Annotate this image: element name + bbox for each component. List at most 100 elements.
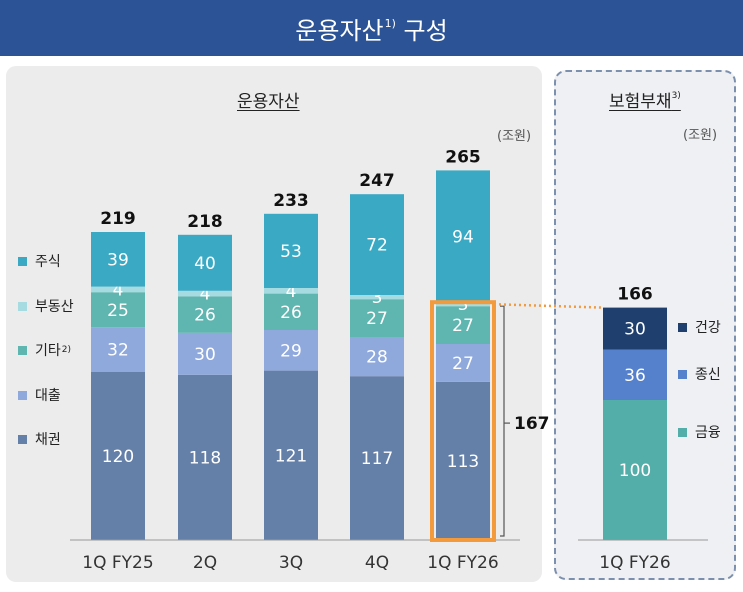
x-tick-label: 2Q <box>193 553 217 573</box>
x-tick-label: 4Q <box>365 553 389 573</box>
assets-legend-item: 채권 <box>18 429 61 449</box>
assets-legend-item: 주식 <box>18 251 61 271</box>
page-title-footnote: 1) <box>384 17 396 30</box>
bar-value-label: 39 <box>107 250 129 270</box>
bar-value-label: 121 <box>275 446 307 466</box>
highlight-box <box>430 300 496 543</box>
bar-value-label: 53 <box>280 242 302 262</box>
bar-segment <box>350 376 404 540</box>
bar-segment <box>264 213 318 288</box>
assets-legend-label: 대출 <box>35 388 61 404</box>
liabilities-legend-swatch <box>678 427 687 437</box>
bar-segment <box>350 194 404 295</box>
bar-value-label: 29 <box>280 341 302 361</box>
assets-legend-swatch <box>18 390 27 400</box>
bar-segment <box>264 330 318 371</box>
bar-segment <box>178 234 232 291</box>
bar-segment <box>603 400 667 540</box>
assets-legend-label: 부동산 <box>35 299 74 315</box>
bar-value-label: 113 <box>447 452 479 472</box>
bar-value-label: 4 <box>200 285 211 305</box>
assets-legend-swatch <box>18 301 27 311</box>
bar-value-label: 30 <box>194 345 216 365</box>
bar-value-label: 117 <box>361 449 393 469</box>
bar-value-label: 26 <box>280 303 302 323</box>
assets-legend-label: 주식 <box>35 254 61 270</box>
assets-legend-swatch <box>18 434 27 444</box>
bar-value-label: 3 <box>458 295 469 315</box>
page-title-text: 운용자산 <box>295 17 384 45</box>
liabilities-legend-label: 종신 <box>695 367 721 383</box>
bar-value-label: 4 <box>286 282 297 302</box>
bar-segment <box>350 295 404 300</box>
liabilities-title-text: 보험부채 <box>609 92 672 112</box>
x-tick-label: 1Q FY25 <box>82 553 153 573</box>
liabilities-legend-item: 종신 <box>678 364 721 384</box>
page-title-suffix: 구성 <box>395 17 448 45</box>
bar-value-label: 3 <box>372 288 383 308</box>
bar-value-label: 40 <box>194 254 216 274</box>
bar-value-label: 100 <box>619 461 651 481</box>
bar-segment <box>436 306 490 344</box>
liabilities-unit: (조원) <box>683 128 718 143</box>
liabilities-legend-label: 금융 <box>695 425 721 441</box>
bar-value-label: 36 <box>624 366 646 386</box>
page-title: 운용자산1) 구성 <box>0 11 743 46</box>
x-tick-label: 3Q <box>279 553 303 573</box>
bar-segment <box>436 344 490 382</box>
liabilities-legend-label: 건강 <box>695 320 721 336</box>
header-bar: 운용자산1) 구성 <box>0 0 743 56</box>
bar-value-label: 27 <box>366 309 388 329</box>
bar-value-label: 120 <box>102 447 134 467</box>
bar-segment <box>178 332 232 375</box>
bar-segment <box>436 170 490 302</box>
liabilities-panel-title: 보험부채3) <box>609 87 681 112</box>
assets-legend-swatch <box>18 256 27 266</box>
bar-segment <box>91 286 145 293</box>
bar-segment <box>436 381 490 540</box>
assets-unit: (조원) <box>497 129 532 144</box>
bar-value-label: 32 <box>107 341 129 361</box>
bar-value-label: 28 <box>366 348 388 368</box>
assets-legend-item: 기타 2) <box>18 340 71 360</box>
assets-legend-label: 채권 <box>35 432 61 448</box>
bar-segment <box>350 337 404 377</box>
bar-segment <box>264 293 318 330</box>
bar-total-label: 219 <box>100 209 136 229</box>
liabilities-legend-swatch <box>678 369 687 379</box>
bar-value-label: 27 <box>452 316 474 336</box>
bar-value-label: 27 <box>452 354 474 374</box>
bar-total-label: 218 <box>187 212 223 232</box>
bar-total-label: 247 <box>359 171 395 191</box>
bar-segment <box>91 292 145 328</box>
bar-total-label: 166 <box>617 285 653 305</box>
bar-value-label: 26 <box>194 306 216 326</box>
bar-value-label: 25 <box>107 301 129 321</box>
assets-legend-footnote: 2) <box>61 345 72 355</box>
bar-segment <box>91 372 145 540</box>
bar-segment <box>178 290 232 297</box>
liabilities-title-footnote: 3) <box>671 91 681 101</box>
bar-total-label: 265 <box>445 147 481 167</box>
bar-segment <box>178 374 232 540</box>
assets-legend-swatch <box>18 345 27 355</box>
assets-legend-item: 대출 <box>18 385 61 405</box>
bar-segment <box>178 296 232 333</box>
bar-segment <box>603 307 667 350</box>
bar-segment <box>91 232 145 287</box>
bar-segment <box>91 327 145 372</box>
bar-value-label: 94 <box>452 227 474 247</box>
bar-value-label: 118 <box>189 449 221 469</box>
assets-legend-item: 부동산 <box>18 296 74 316</box>
highlight-bracket <box>500 305 505 537</box>
bar-value-label: 4 <box>113 281 124 301</box>
assets-panel-title: 운용자산 <box>237 92 300 112</box>
highlight-total-label: 167 <box>514 414 550 434</box>
liabilities-legend-item: 금융 <box>678 422 721 442</box>
bar-segment <box>350 299 404 337</box>
bar-segment <box>603 349 667 400</box>
assets-legend-label: 기타 <box>35 343 61 359</box>
bar-segment <box>264 370 318 540</box>
highlight-connector <box>493 302 604 309</box>
